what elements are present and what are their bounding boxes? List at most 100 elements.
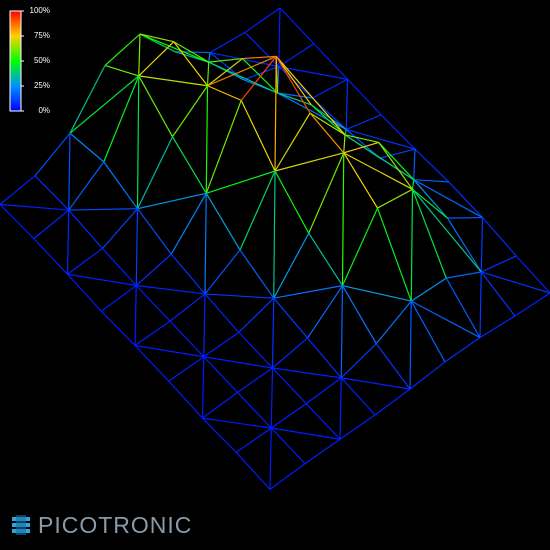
mesh-edge (274, 170, 310, 234)
mesh-edge (137, 192, 207, 210)
mesh-edge (134, 320, 171, 346)
mesh-edge (272, 337, 308, 369)
mesh-edge (514, 292, 550, 317)
mesh-edge (310, 104, 346, 136)
mesh-edge (242, 58, 278, 94)
mesh-edge (238, 297, 275, 333)
mesh-edge (375, 300, 412, 345)
colorbar-tick-label: 0% (38, 106, 50, 115)
mesh-edge (343, 152, 379, 209)
mesh-edge (68, 208, 138, 211)
mesh-edge (206, 170, 276, 194)
mesh-edge (209, 31, 246, 54)
mesh-edge (446, 217, 482, 273)
mesh-edge (100, 310, 136, 346)
mesh-edge (275, 56, 346, 136)
mesh-edge (345, 79, 349, 130)
mesh-edge (0, 175, 36, 205)
mesh-edge (173, 41, 208, 87)
mesh-edge (341, 207, 379, 286)
mesh-edge (448, 181, 483, 218)
mesh-edge (413, 179, 449, 183)
mesh-edge (344, 134, 379, 144)
mesh-edge (274, 152, 344, 172)
colorbar-tick-label: 75% (34, 31, 50, 40)
mesh-edge (309, 112, 346, 136)
mesh-edge (100, 285, 137, 312)
mesh-edge (343, 152, 413, 190)
mesh-edge (374, 388, 411, 416)
mesh-edge (479, 315, 516, 339)
mesh-edge (413, 179, 448, 219)
mesh-edge (339, 377, 342, 440)
mesh-edge (134, 344, 204, 358)
mesh-edge (139, 33, 174, 43)
mesh-edge (410, 277, 447, 302)
mesh-edge (68, 161, 105, 211)
mesh-edge (277, 92, 312, 106)
mesh-edge (203, 293, 206, 357)
logo-text: PICOTRONIC (38, 512, 192, 538)
mesh-edge (138, 41, 175, 77)
mesh-edge (481, 255, 517, 273)
mesh-edge (66, 210, 70, 275)
colorbar-ramp (9, 10, 22, 112)
mesh-edge (103, 75, 140, 163)
mesh-edge (409, 301, 412, 390)
mesh-edge (204, 193, 207, 294)
mesh-edge (239, 170, 276, 251)
mesh-edge (138, 34, 141, 76)
mesh-edge (207, 85, 242, 101)
mesh-edge (312, 97, 347, 130)
mesh-edge (0, 203, 35, 240)
mesh-edge (380, 114, 416, 150)
mesh-edge (204, 249, 241, 295)
mesh-edge (169, 293, 206, 322)
mesh-edge (341, 285, 377, 344)
mesh-edge (344, 134, 415, 181)
mesh-edge (170, 253, 206, 295)
mesh-edge (412, 188, 482, 273)
mesh-edge (343, 141, 379, 154)
mesh-edge (271, 427, 341, 440)
mesh-edge (341, 377, 411, 390)
mesh-edge (414, 148, 450, 183)
mesh-edge (344, 129, 347, 135)
mesh-edge (135, 253, 172, 286)
mesh-edge (205, 100, 242, 194)
mesh-edge (275, 56, 312, 106)
mesh-edge (446, 271, 482, 279)
mesh-edge (411, 189, 447, 279)
mesh-edge (480, 217, 484, 272)
mesh-edge (305, 403, 341, 440)
mesh-edge (271, 298, 275, 369)
mesh-edge (67, 247, 103, 275)
mesh-edge (413, 179, 483, 219)
mesh-edge (69, 75, 140, 134)
mesh-edge (340, 377, 376, 416)
mesh-edge (134, 345, 170, 382)
mesh-edge (172, 85, 208, 138)
mesh-edge (346, 128, 416, 150)
mesh-edge (342, 285, 412, 302)
mesh-edge (136, 75, 140, 209)
mesh-edge (208, 57, 243, 63)
mesh-edge (412, 188, 448, 219)
mesh-edge (135, 285, 171, 322)
mesh-edge (102, 208, 138, 249)
mesh-edge (139, 33, 209, 63)
mesh-edge (447, 216, 483, 219)
mesh-edge (480, 271, 516, 317)
mesh-edge (444, 337, 481, 363)
mesh-edge (270, 403, 307, 429)
mesh-edge (207, 58, 243, 87)
mesh-edge (304, 438, 341, 465)
mesh-edge (410, 189, 414, 302)
mesh-edge (104, 33, 141, 66)
mesh-edge (269, 463, 306, 490)
mesh-edge (173, 41, 210, 63)
mesh-edge (343, 134, 346, 153)
mesh-edge (203, 356, 273, 369)
mesh-edge (0, 203, 69, 211)
mesh-edge (270, 367, 274, 429)
